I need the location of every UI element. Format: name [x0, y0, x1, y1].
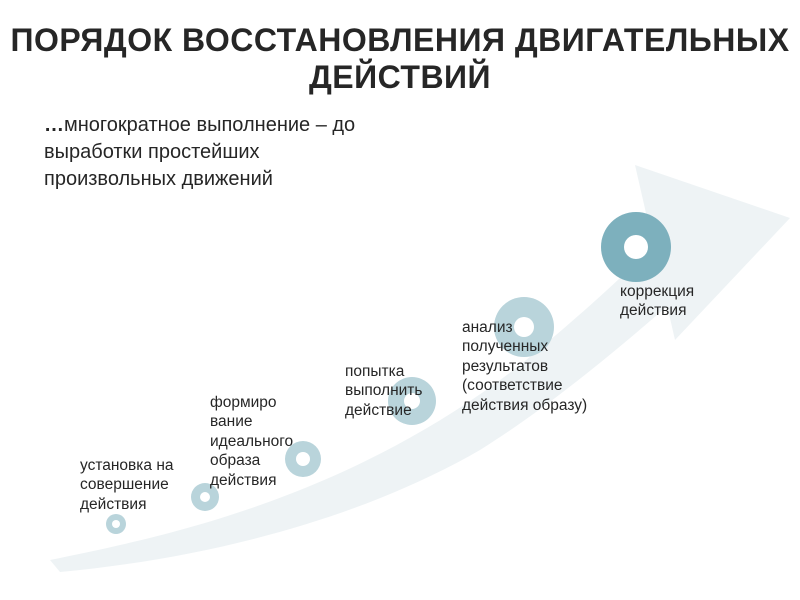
slide-root: ПОРЯДОК ВОССТАНОВЛЕНИЯ ДВИГАТЕЛЬНЫХ ДЕЙС… — [0, 0, 800, 600]
slide-title: ПОРЯДОК ВОССТАНОВЛЕНИЯ ДВИГАТЕЛЬНЫХ ДЕЙС… — [0, 22, 800, 96]
step-label-3: попытка выполнить действие — [345, 362, 455, 420]
step-circle-1-inner — [112, 520, 120, 528]
subtitle-lead: … — [44, 114, 64, 136]
step-label-2: формиро вание идеального образа действия — [210, 393, 320, 490]
step-label-4: анализ полученных результатов (соответст… — [462, 318, 597, 415]
step-label-1: установка на совершение действия — [80, 456, 210, 514]
slide-subtitle: …многократное выполнение – до выработки … — [44, 112, 374, 193]
step-circle-6 — [601, 212, 671, 282]
step-circle-1 — [106, 514, 126, 534]
step-circle-6-inner — [624, 235, 648, 259]
subtitle-text: многократное выполнение – до выработки п… — [44, 114, 355, 190]
step-label-5: коррекция действия — [620, 282, 730, 321]
